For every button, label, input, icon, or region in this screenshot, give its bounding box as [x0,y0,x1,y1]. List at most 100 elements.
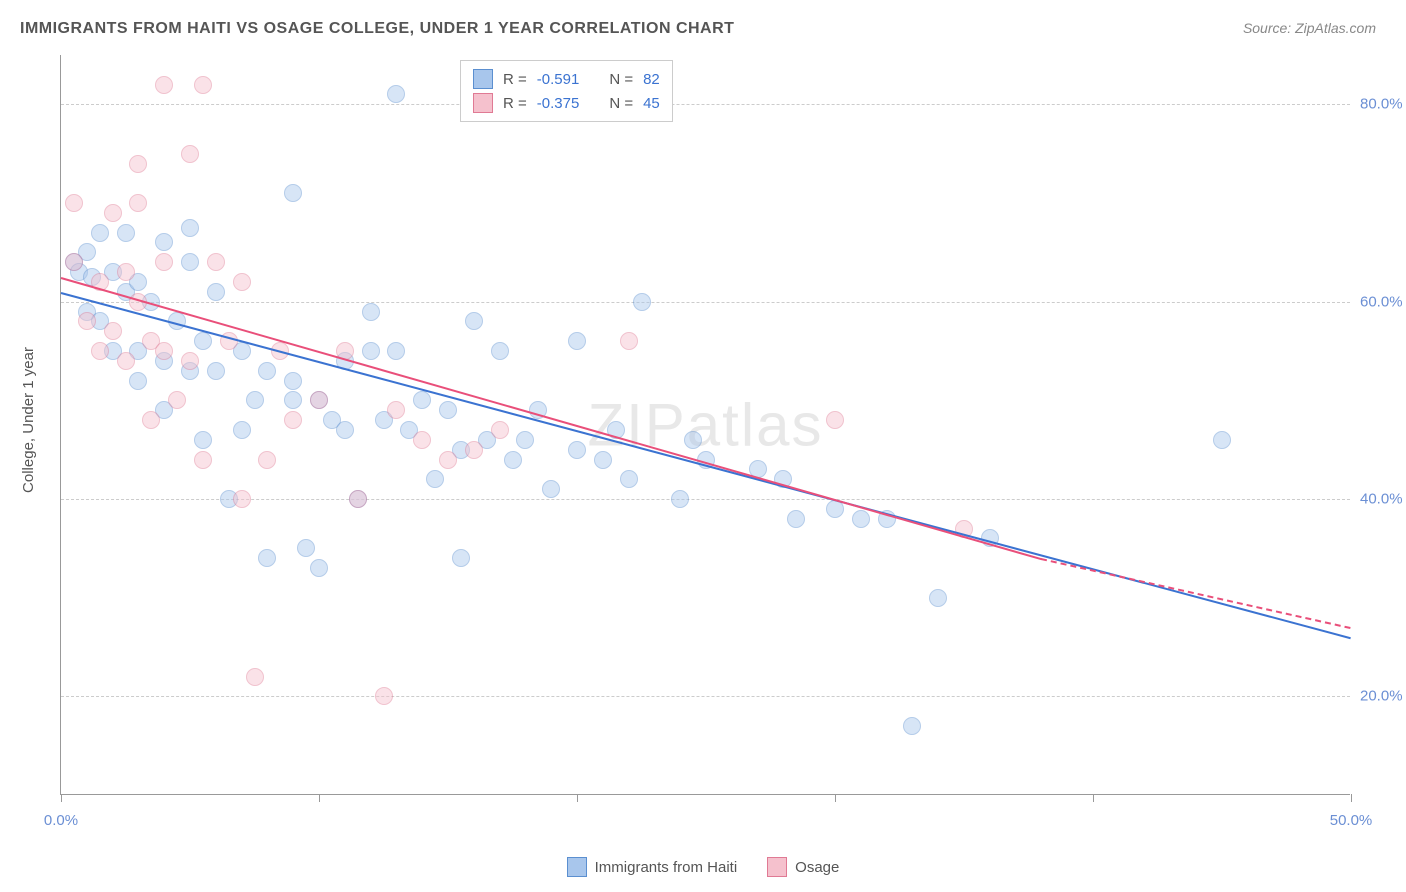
data-point [787,510,805,528]
data-point [413,431,431,449]
data-point [246,391,264,409]
y-tick-label: 40.0% [1360,491,1406,508]
x-tick [1093,794,1094,802]
data-point [684,431,702,449]
data-point [284,184,302,202]
data-point [117,224,135,242]
legend-row: R =-0.375N =45 [473,91,660,115]
legend-n-label: N = [609,71,633,88]
data-point [413,391,431,409]
data-point [504,451,522,469]
data-point [233,273,251,291]
legend-item: Osage [767,857,839,877]
data-point [246,668,264,686]
data-point [117,263,135,281]
gridline [61,696,1350,697]
data-point [181,219,199,237]
legend-r-label: R = [503,95,527,112]
data-point [207,283,225,301]
data-point [129,372,147,390]
legend-n-label: N = [609,95,633,112]
data-point [258,362,276,380]
legend-row: R =-0.591N =82 [473,67,660,91]
data-point [284,372,302,390]
data-point [375,687,393,705]
legend-swatch [473,93,493,113]
data-point [117,352,135,370]
data-point [129,155,147,173]
data-point [181,253,199,271]
source-label: Source: ZipAtlas.com [1243,20,1376,36]
data-point [207,253,225,271]
data-point [852,510,870,528]
trend-line [61,277,1042,560]
data-point [104,204,122,222]
data-point [362,342,380,360]
data-point [387,342,405,360]
data-point [91,342,109,360]
data-point [465,312,483,330]
data-point [439,401,457,419]
data-point [310,391,328,409]
x-tick-label: 0.0% [44,812,78,829]
data-point [78,312,96,330]
data-point [104,322,122,340]
data-point [91,224,109,242]
data-point [284,391,302,409]
x-tick-label: 50.0% [1330,812,1373,829]
data-point [258,451,276,469]
chart-container: IMMIGRANTS FROM HAITI VS OSAGE COLLEGE, … [0,0,1406,892]
gridline [61,104,1350,105]
y-tick-label: 80.0% [1360,96,1406,113]
data-point [284,411,302,429]
data-point [1213,431,1231,449]
legend-swatch [767,857,787,877]
data-point [181,352,199,370]
data-point [168,391,186,409]
data-point [620,470,638,488]
plot-area: ZIPatlas 20.0%40.0%60.0%80.0%0.0%50.0% [60,55,1350,795]
x-tick [835,794,836,802]
data-point [568,441,586,459]
y-tick-label: 20.0% [1360,688,1406,705]
series-legend: Immigrants from HaitiOsage [0,857,1406,877]
data-point [142,411,160,429]
data-point [207,362,225,380]
data-point [129,194,147,212]
data-point [426,470,444,488]
legend-swatch [473,69,493,89]
x-tick [1351,794,1352,802]
data-point [181,145,199,163]
data-point [929,589,947,607]
legend-label: Osage [795,859,839,876]
legend-r-label: R = [503,71,527,88]
data-point [633,293,651,311]
data-point [297,539,315,557]
data-point [194,76,212,94]
data-point [194,332,212,350]
correlation-legend: R =-0.591N =82R =-0.375N =45 [460,60,673,122]
data-point [336,421,354,439]
gridline [61,302,1350,303]
trend-line [61,292,1352,639]
legend-swatch [567,857,587,877]
data-point [491,421,509,439]
data-point [349,490,367,508]
data-point [65,253,83,271]
data-point [516,431,534,449]
data-point [194,431,212,449]
data-point [194,451,212,469]
x-tick [577,794,578,802]
data-point [65,194,83,212]
data-point [465,441,483,459]
data-point [155,76,173,94]
data-point [387,85,405,103]
data-point [903,717,921,735]
data-point [452,549,470,567]
data-point [439,451,457,469]
data-point [155,253,173,271]
data-point [310,559,328,577]
y-tick-label: 60.0% [1360,293,1406,310]
data-point [542,480,560,498]
data-point [233,490,251,508]
